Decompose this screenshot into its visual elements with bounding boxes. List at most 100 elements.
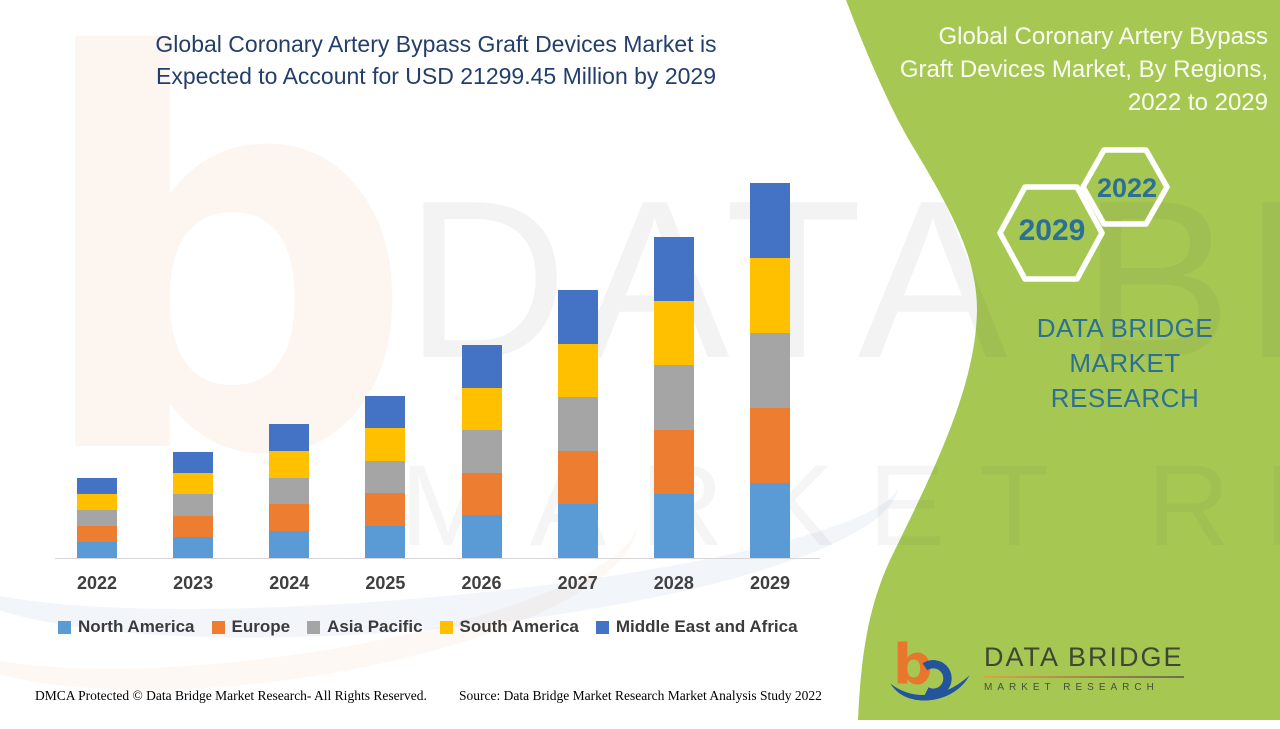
bar-segment-2024-south-america [269,450,310,478]
bar-segment-2023-asia-pacific [173,494,214,516]
hexagon-2029-outline [997,184,1105,282]
x-axis-label-2023: 2023 [173,573,214,593]
company-logo: b DATA BRIDGE MARKET RESEARCH [888,633,1184,709]
bar-segment-2029-europe [749,408,790,483]
x-axis-label-2026: 2026 [461,573,502,593]
hexagon-2022-label: 2022 [1096,173,1158,203]
bar-segment-2027-asia-pacific [557,397,598,451]
panel-title-line2: Graft Devices Market, By Regions, [899,56,1268,83]
x-axis-label-2029: 2029 [749,573,790,593]
bar-segment-2025-middle-east-and-africa [365,396,406,429]
x-axis-label-2027: 2027 [557,573,598,593]
bar-segment-2027-middle-east-and-africa [557,290,598,344]
bar-segment-2025-south-america [365,428,406,461]
bar-segment-2025-asia-pacific [365,460,406,494]
bar-2026 [461,345,502,558]
company-logo-text: DATA BRIDGE MARKET RESEARCH [984,633,1184,709]
x-axis-label-2022: 2022 [76,573,118,593]
legend-swatch-icon [439,621,453,634]
source-text: Source: Data Bridge Market Research Mark… [459,688,822,703]
bar-segment-2028-asia-pacific [653,365,694,430]
x-axis-label-2024: 2024 [269,573,310,593]
panel-brand-text: DATA BRIDGE MARKET RESEARCH [985,311,1265,416]
legend-swatch-icon [211,621,225,634]
bar-segment-2026-asia-pacific [461,430,502,473]
bar-segment-2022-europe [77,526,117,542]
panel-title-line1: Global Coronary Artery Bypass [938,23,1268,50]
bar-2028 [653,237,694,558]
bar-segment-2028-middle-east-and-africa [653,237,694,302]
green-panel-path [846,0,1280,720]
bar-2022 [77,478,117,558]
company-logo-name: DATA BRIDGE [984,642,1184,672]
bar-segment-2023-middle-east-and-africa [173,452,214,474]
legend-label: Asia Pacific [327,617,423,636]
bar-segment-2022-south-america [77,494,117,511]
bar-segment-2025-north-america [365,525,406,558]
company-logo-icon: b [890,634,970,701]
x-axis-label-2028: 2028 [653,573,694,593]
bar-2024 [269,424,310,558]
bar-segment-2026-south-america [461,387,502,431]
legend-item-middle-east-and-africa: Middle East and Africa [595,617,798,637]
bar-segment-2023-europe [173,515,214,537]
bar-segment-2022-asia-pacific [77,510,117,527]
bar-segment-2022-middle-east-and-africa [77,478,117,495]
hexagon-2022-outline [1080,147,1170,227]
bar-segment-2025-europe [365,493,406,526]
bar-segment-2026-middle-east-and-africa [461,345,502,388]
panel-title-line3: 2022 to 2029 [1127,89,1268,116]
bar-segment-2024-asia-pacific [269,477,310,505]
bar-segment-2029-asia-pacific [749,333,790,408]
bar-segment-2027-south-america [557,343,598,398]
legend-label: Middle East and Africa [615,617,798,636]
legend-item-south-america: South America [439,617,579,637]
bar-segment-2028-north-america [653,493,694,558]
hexagon-2029-label: 2029 [1018,214,1086,247]
legend-swatch-icon [58,621,71,634]
bar-segment-2024-middle-east-and-africa [269,424,310,451]
bar-2029 [749,183,790,558]
bar-segment-2026-north-america [461,515,502,558]
company-logo-rule [984,676,1184,678]
legend-label: Europe [231,617,291,636]
bar-segment-2024-europe [269,504,310,532]
bar-segment-2029-middle-east-and-africa [749,183,790,258]
copyright-text: DMCA Protected © Data Bridge Market Rese… [35,688,427,703]
panel-brand-line1: DATA BRIDGE MARKET [1036,313,1214,378]
bar-segment-2027-europe [557,450,598,505]
hexagon-badges [997,147,1170,282]
legend-item-asia-pacific: Asia Pacific [307,617,423,637]
bar-segment-2023-south-america [173,473,214,495]
legend-label: North America [78,617,195,636]
legend-swatch-icon [307,621,321,634]
bar-segment-2024-north-america [269,531,310,558]
legend-item-europe: Europe [211,617,291,637]
company-logo-subtitle: MARKET RESEARCH [984,682,1159,693]
legend-item-north-america: North America [58,617,195,637]
x-axis-label-2025: 2025 [365,573,406,593]
bar-2023 [173,452,214,558]
bar-segment-2026-europe [461,472,502,516]
page-title: Global Coronary Artery Bypass Graft Devi… [36,28,836,92]
bar-segment-2023-north-america [173,536,214,558]
chart-legend: North America Europe Asia Pacific South Ame… [58,617,798,637]
bar-segment-2028-europe [653,429,694,494]
x-axis-line [55,558,820,559]
bar-2027 [557,290,598,558]
bar-2025 [365,396,406,558]
legend-label: South America [459,617,579,636]
background-ghost-logo-b: b [30,0,417,574]
bar-segment-2028-south-america [653,301,694,366]
bar-segment-2029-north-america [749,483,790,558]
panel-brand-line2: RESEARCH [1050,383,1200,413]
bar-segment-2029-south-america [749,258,790,333]
legend-swatch-icon [595,621,609,634]
page-title-line2: Expected to Account for USD 21299.45 Mil… [155,63,716,89]
page-title-line1: Global Coronary Artery Bypass Graft Devi… [155,31,717,57]
bar-segment-2022-north-america [77,542,117,558]
bar-segment-2027-north-america [557,504,598,558]
panel-title: Global Coronary Artery Bypass Graft Devi… [860,20,1268,119]
